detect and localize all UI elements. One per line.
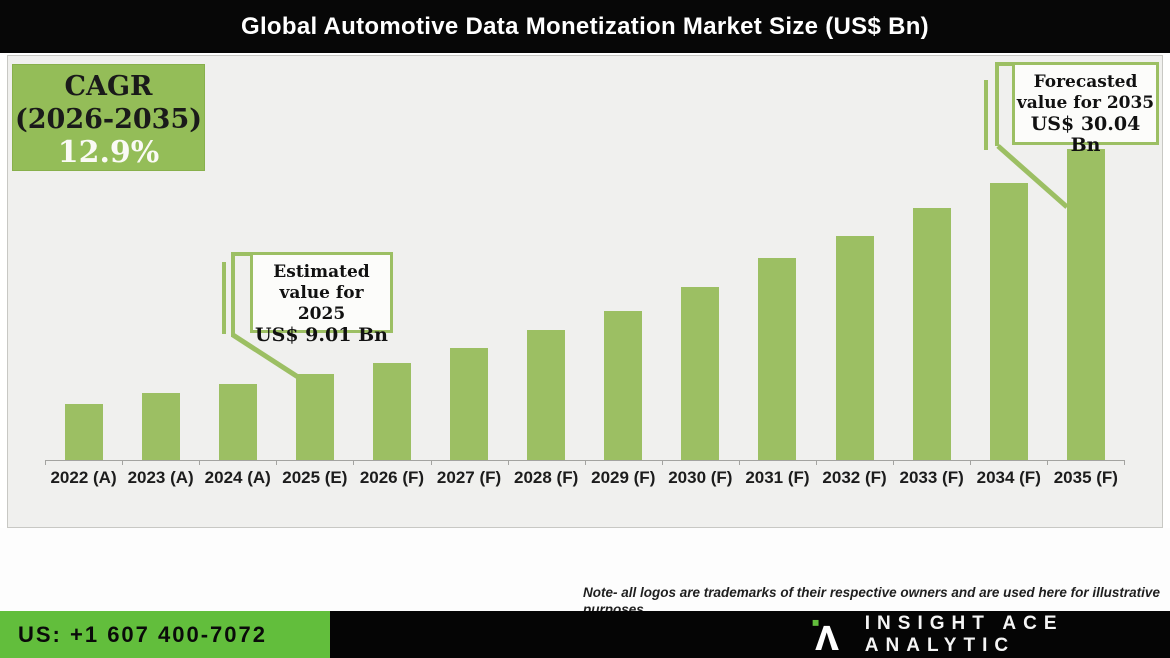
x-axis-tick [1124, 460, 1126, 465]
x-axis-label-2030: 2030 (F) [668, 468, 733, 487]
x-axis-tick [1047, 460, 1049, 465]
x-axis-tick [122, 460, 124, 465]
cagr-period: (2026-2035) [14, 104, 203, 135]
forecasted-callout-line2: value for 2035 [1016, 93, 1155, 113]
x-axis-tick [507, 460, 509, 465]
brand-name: INSIGHT ACE ANALYTIC [864, 612, 1064, 656]
x-axis-tick [816, 460, 817, 465]
title-bar: Global Automotive Data Monetization Mark… [0, 0, 1170, 53]
bar-2029 [604, 311, 643, 460]
page-title: Global Automotive Data Monetization Mark… [241, 12, 929, 40]
forecasted-callout-value: US$ 30.04 Bn [1030, 113, 1141, 156]
estimated-callout-line2: value for 2025 [279, 283, 364, 324]
x-axis-tick [970, 460, 972, 465]
x-axis-label-2034: 2034 (F) [976, 468, 1041, 487]
x-axis-tick [584, 460, 586, 465]
x-axis-tick [45, 460, 46, 465]
x-axis-tick [661, 460, 663, 465]
bar-2028 [527, 330, 566, 460]
x-axis-label-2023: 2023 (A) [127, 468, 194, 487]
x-axis-label-2033: 2033 (F) [899, 468, 964, 487]
cagr-box: CAGR (2026-2035) 12.9% [12, 64, 205, 171]
estimated-value-callout: Estimated value for 2025 US$ 9.01 Bn [250, 252, 393, 346]
bar-2034 [989, 183, 1028, 460]
x-axis-tick [276, 460, 278, 465]
x-axis-label-2029: 2029 (F) [591, 468, 656, 487]
x-axis-tick [353, 460, 355, 465]
bar-2024 [218, 384, 257, 460]
bar-2027 [450, 348, 489, 460]
x-axis-label-2025: 2025 (E) [282, 468, 348, 487]
bar-2035 [1066, 149, 1105, 460]
x-axis-label-2024: 2024 (A) [204, 468, 271, 487]
forecasted-value-callout: Forecasted value for 2035 US$ 30.04 Bn [1012, 62, 1159, 156]
phone-number: US: +1 607 400-7072 [18, 621, 267, 647]
estimated-callout-value: US$ 9.01 Bn [255, 324, 388, 346]
x-axis-tick [893, 460, 895, 465]
x-axis-tick [738, 460, 740, 465]
cagr-label: CAGR [64, 71, 153, 102]
bar-2032 [835, 236, 874, 460]
brand-block: INSIGHT ACE ANALYTIC [812, 611, 1170, 658]
contributors-strip: Market Contributors: AMPECO ETREL drııvz… [0, 528, 1170, 611]
x-axis-label-2027: 2027 (F) [436, 468, 502, 487]
x-axis-tick [430, 460, 432, 465]
x-axis-label-2026: 2026 (F) [359, 468, 425, 487]
forecasted-callout-line1: Forecasted [1033, 72, 1138, 92]
x-axis-label-2032: 2032 (F) [822, 468, 887, 487]
cagr-value: 12.9% [57, 135, 160, 170]
bar-2030 [681, 287, 720, 460]
footer-phone-block: US: +1 607 400-7072 [0, 611, 330, 658]
bar-2023 [141, 393, 180, 460]
footer-bar: US: +1 607 400-7072 INSIGHT ACE ANALYTIC [0, 611, 1170, 658]
insight-ace-analytic-logo-icon [812, 619, 839, 650]
x-axis-label-2028: 2028 (F) [514, 468, 579, 487]
bar-2022 [64, 404, 103, 460]
bar-2025 [295, 374, 334, 460]
x-axis-label-2031: 2031 (F) [745, 468, 810, 487]
x-axis-tick [199, 460, 201, 465]
x-axis-label-2022: 2022 (A) [50, 468, 117, 487]
bar-2026 [372, 363, 411, 460]
bar-2031 [758, 258, 797, 460]
x-axis-label-2035: 2035 (F) [1053, 468, 1118, 487]
estimated-callout-line1: Estimated [273, 262, 370, 282]
bar-2033 [912, 208, 951, 460]
